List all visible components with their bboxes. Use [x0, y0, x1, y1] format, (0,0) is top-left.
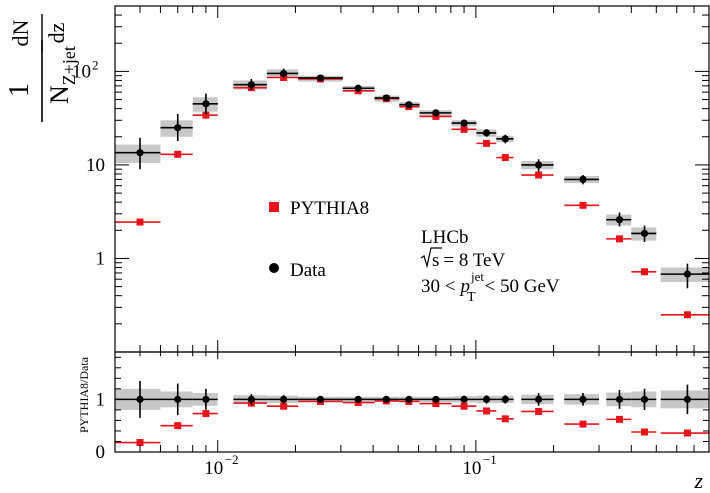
xtick-label: 10 [204, 458, 223, 479]
ytick-label-1: 1 [96, 248, 106, 269]
ratio-data-point [482, 395, 491, 403]
data-point [482, 129, 491, 137]
annotation-experiment: LHCb [421, 227, 469, 248]
ratio-data-point [683, 395, 692, 403]
ratio-data-point [247, 395, 255, 403]
ratio-pythia-point [579, 420, 587, 428]
ratio-data-point [202, 395, 210, 403]
data-point [405, 101, 413, 109]
ratio-ytick-label: 1 [96, 389, 106, 410]
ratio-pythia-point [136, 439, 144, 447]
annotation-energy: s = 8 TeV [432, 250, 505, 271]
ratio-pythia-point [535, 407, 543, 415]
ratio-frame [114, 351, 710, 453]
pythia-point [683, 311, 691, 319]
ratio-data-point [615, 395, 624, 403]
ratio-data-point [316, 395, 325, 403]
ratio-panel [115, 380, 709, 447]
ratio-data-point [382, 395, 390, 403]
data-point [316, 74, 325, 82]
ratio-data-point [640, 395, 649, 403]
pythia-point [640, 268, 648, 276]
ratio-pythia-point [460, 402, 468, 410]
ytick-label-100-exp: 2 [92, 57, 99, 72]
data-point [354, 84, 362, 92]
x-axis-label: z [693, 468, 703, 493]
ratio-data-point [136, 395, 144, 403]
ratio-pythia-point [640, 428, 648, 436]
pt-sup: jet [470, 269, 484, 284]
legend-pythia-marker [269, 202, 279, 212]
main-frame [114, 5, 710, 353]
ratio-data-point [501, 395, 509, 403]
ylabel-norm: NZ+jet [45, 46, 79, 104]
data-point [683, 270, 692, 278]
pythia-point [136, 218, 144, 226]
sqrt-sign [420, 247, 442, 269]
ytick-label-10: 10 [86, 155, 105, 176]
data-point [501, 135, 509, 143]
ratio-ytick-label: 0 [96, 442, 106, 463]
ratio-data-point [405, 395, 413, 403]
annotation-pt-range: 30 < pjet T< 50 GeV [421, 269, 560, 305]
pythia-point [483, 139, 491, 147]
ratio-data-point [432, 395, 440, 403]
ratio-data-point [579, 395, 587, 403]
data-point [432, 109, 440, 117]
data-point [136, 149, 144, 157]
ratio-pythia-point [174, 422, 182, 430]
legend-pythia-label: PYTHIA8 [290, 198, 369, 219]
pythia-point [460, 125, 468, 133]
data-point [247, 81, 255, 89]
main-panel [115, 68, 709, 319]
pythia-point [535, 171, 543, 179]
data-point [382, 94, 390, 102]
pythia-point [579, 201, 587, 209]
annotation: LHCb s = 8 TeV 30 < pjet T< 50 GeV [420, 227, 560, 305]
ratio-pythia-point [501, 415, 509, 423]
ratio-data-point [280, 395, 288, 403]
legend-data-marker [269, 263, 279, 273]
ratio-pythia-point [683, 429, 691, 437]
data-point [535, 161, 543, 169]
ytick-label-100: 10 [72, 61, 91, 82]
ratio-data-point [460, 395, 468, 403]
ratio-y-label: PYTHIA8/Data [77, 356, 91, 433]
ratio-pythia-point [483, 407, 491, 415]
pythia-point [202, 111, 210, 119]
data-point [202, 100, 210, 108]
pt-sub: T [467, 290, 476, 305]
ylabel-one: 1 [4, 83, 35, 97]
xtick-label-exp: −1 [483, 452, 497, 467]
ylabel-norm-sub: Z+jet [59, 46, 79, 85]
pythia-point [615, 235, 623, 243]
pythia-point [501, 154, 509, 162]
ylabel-dn: dN [8, 19, 33, 46]
ratio-pythia-point [202, 410, 210, 418]
pythia-point [174, 150, 182, 158]
xtick-label: 10 [462, 458, 481, 479]
ratio-data-point [174, 395, 182, 403]
data-point [640, 229, 649, 238]
data-point [615, 216, 624, 224]
ratio-pythia-point [280, 402, 288, 410]
xtick-label-exp: −2 [225, 452, 239, 467]
legend: PYTHIA8 Data [269, 198, 369, 281]
ratio-data-point [354, 395, 362, 403]
ylabel-dz: dz [44, 22, 69, 43]
ratio-pythia-point [432, 400, 440, 408]
ratio-pythia-point [615, 415, 623, 423]
y-axis-label: 1 NZ+jet dN dz [4, 14, 79, 122]
ratio-data-point [535, 395, 543, 403]
data-point [460, 119, 468, 127]
data-point [579, 175, 587, 184]
data-point [174, 124, 182, 132]
legend-data-label: Data [290, 260, 326, 281]
data-point [280, 69, 288, 78]
